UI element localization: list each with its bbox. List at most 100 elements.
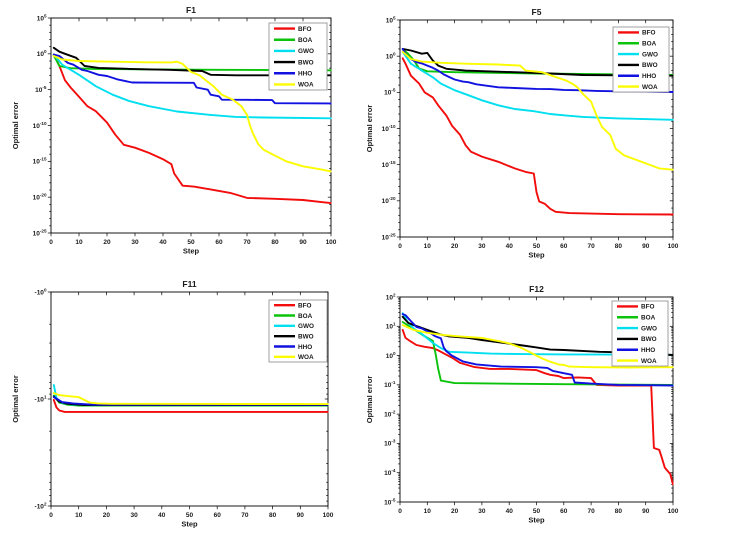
legend-item-bfo: BFO — [617, 304, 655, 311]
legend: BFO BOA GWO BWO HHO WOA — [612, 26, 670, 93]
legend-item-gwo: GWO — [274, 48, 314, 55]
svg-text:90: 90 — [299, 239, 307, 246]
series-line-bfo — [401, 328, 674, 486]
series-line-bwo — [401, 47, 674, 77]
chart-f12: 0 10 20 30 40 50 60 70 80 90 100 102 101 100 10-1 10-2 1… — [365, 269, 734, 539]
svg-text:10-20: 10-20 — [33, 192, 47, 201]
svg-text:10: 10 — [75, 512, 83, 519]
svg-text:HHO: HHO — [641, 347, 655, 354]
svg-text:40: 40 — [506, 508, 514, 515]
series-line-woa — [52, 392, 329, 406]
legend-item-boa: BOA — [618, 41, 657, 48]
series-line-bwo — [52, 46, 332, 77]
svg-text:100: 100 — [386, 51, 396, 60]
svg-text:70: 70 — [243, 239, 251, 246]
svg-text:100: 100 — [668, 508, 679, 515]
x-axis-label: Step — [528, 516, 545, 525]
svg-text:BWO: BWO — [298, 333, 314, 340]
legend-item-woa: WOA — [274, 82, 314, 89]
x-axis-label: Step — [183, 247, 200, 256]
legend-item-bfo: BFO — [274, 302, 312, 309]
svg-text:90: 90 — [297, 512, 305, 519]
svg-text:10-5: 10-5 — [384, 497, 396, 506]
svg-text:-101: -101 — [35, 394, 47, 403]
chart-title: F11 — [182, 279, 196, 289]
legend-item-gwo: GWO — [274, 323, 314, 330]
legend: BFO BOA GWO BWO HHO WOA — [268, 299, 328, 363]
svg-text:100: 100 — [386, 351, 396, 360]
x-axis-label: Step — [528, 251, 545, 260]
svg-text:GWO: GWO — [298, 48, 314, 55]
legend-item-bwo: BWO — [617, 336, 657, 343]
series-line-hho — [52, 53, 332, 105]
chart-f1-svg: 0 10 20 30 40 50 60 70 80 90 100 105 100 10-5 10-10 10-… — [11, 5, 337, 256]
axis-tick-labels: 0 10 20 30 40 50 60 70 80 90 100 102 101 100 10-1 10-2 1… — [384, 292, 679, 515]
svg-text:0: 0 — [49, 239, 53, 246]
y-axis-label: Optimal error — [367, 105, 374, 153]
legend-item-bwo: BWO — [274, 333, 314, 340]
legend-item-bwo: BWO — [618, 62, 658, 69]
svg-text:WOA: WOA — [298, 354, 314, 361]
svg-text:20: 20 — [103, 512, 111, 519]
svg-text:105: 105 — [37, 13, 47, 22]
svg-text:80: 80 — [269, 512, 277, 519]
legend-item-hho: HHO — [274, 71, 312, 78]
svg-text:101: 101 — [386, 322, 396, 331]
y-axis-label: Optimal error — [367, 376, 374, 424]
chart-title: F12 — [529, 284, 544, 294]
svg-text:70: 70 — [241, 512, 249, 519]
y-axis-label: Optimal error — [11, 375, 20, 423]
svg-text:BOA: BOA — [298, 313, 313, 320]
svg-text:BFO: BFO — [298, 302, 312, 309]
svg-text:BFO: BFO — [298, 26, 312, 33]
series-line-gwo — [401, 50, 674, 121]
svg-text:50: 50 — [186, 512, 194, 519]
svg-text:-100: -100 — [35, 287, 47, 296]
svg-text:80: 80 — [271, 239, 279, 246]
svg-text:10-20: 10-20 — [382, 196, 396, 205]
svg-text:WOA: WOA — [298, 82, 314, 89]
svg-text:60: 60 — [560, 508, 568, 515]
svg-text:10-10: 10-10 — [382, 124, 396, 133]
svg-text:80: 80 — [615, 243, 623, 250]
svg-text:20: 20 — [451, 243, 459, 250]
svg-text:60: 60 — [560, 243, 568, 250]
svg-text:40: 40 — [506, 243, 514, 250]
axis-ticks — [396, 19, 674, 241]
svg-text:BFO: BFO — [641, 304, 655, 311]
svg-text:30: 30 — [478, 508, 486, 515]
svg-text:-102: -102 — [35, 501, 47, 510]
svg-text:100: 100 — [323, 512, 334, 519]
series-line-bfo — [401, 57, 674, 216]
svg-text:60: 60 — [215, 239, 223, 246]
svg-text:BWO: BWO — [298, 59, 314, 66]
svg-text:BFO: BFO — [642, 30, 656, 37]
legend-item-woa: WOA — [617, 358, 657, 365]
svg-text:100: 100 — [326, 239, 337, 246]
axis-ticks — [47, 17, 332, 237]
svg-text:BOA: BOA — [298, 37, 313, 44]
legend-item-gwo: GWO — [618, 51, 658, 58]
series-line-bfo — [52, 398, 329, 413]
svg-text:70: 70 — [587, 508, 595, 515]
series-lines — [401, 312, 674, 486]
legend-item-bfo: BFO — [618, 30, 656, 37]
svg-text:102: 102 — [386, 292, 396, 301]
svg-text:40: 40 — [158, 512, 166, 519]
svg-text:70: 70 — [587, 243, 595, 250]
svg-text:BOA: BOA — [642, 41, 657, 48]
chart-f1: 0 10 20 30 40 50 60 70 80 90 100 105 100 10-5 10-10 10-… — [0, 0, 367, 269]
svg-text:30: 30 — [130, 512, 138, 519]
x-axis-label: Step — [181, 520, 198, 529]
chart-title: F5 — [532, 7, 542, 17]
svg-text:20: 20 — [451, 508, 459, 515]
svg-text:10-3: 10-3 — [384, 439, 396, 448]
chart-f5-svg: 0 10 20 30 40 50 60 70 80 90 100 105 100 10-5 10-10 10-… — [365, 7, 679, 260]
svg-text:40: 40 — [159, 239, 167, 246]
svg-text:20: 20 — [103, 239, 111, 246]
series-line-woa — [52, 55, 332, 173]
svg-text:HHO: HHO — [642, 73, 656, 80]
chart-f11-svg: 0 10 20 30 40 50 60 70 80 90 100 -100 -101 -102 F11 Ste… — [11, 279, 334, 529]
svg-text:90: 90 — [642, 508, 650, 515]
